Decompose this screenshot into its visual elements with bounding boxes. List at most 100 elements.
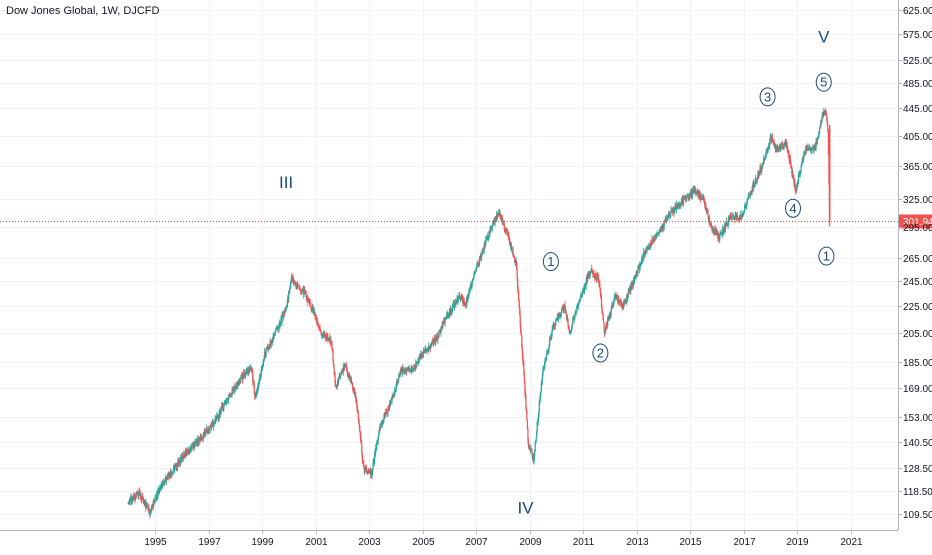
candle-body <box>669 213 672 214</box>
y-tick-label: 109.50 <box>903 510 932 521</box>
candle-body <box>749 192 751 197</box>
candle-body <box>141 498 143 500</box>
candle-body <box>767 148 769 150</box>
candle-body <box>506 232 508 234</box>
candle-body <box>430 345 432 349</box>
candle-body <box>387 407 389 414</box>
candle-body <box>703 196 705 201</box>
candle-body <box>523 373 525 382</box>
candle-body <box>647 248 649 250</box>
candle-body <box>318 326 320 329</box>
candle-body <box>684 197 686 199</box>
candle-body <box>307 296 309 303</box>
candle-body <box>537 421 539 423</box>
candle-body <box>270 340 272 345</box>
candle-body <box>398 374 400 380</box>
candle-body <box>526 420 529 430</box>
candle-body <box>286 302 288 307</box>
candle-body <box>409 368 411 370</box>
y-tick-label: 485.00 <box>903 79 932 90</box>
candle-body <box>627 297 629 300</box>
candle-body <box>342 367 344 373</box>
candle-body <box>219 411 221 416</box>
candle-body <box>616 295 618 297</box>
y-tick-label: 575.00 <box>903 30 932 41</box>
candle-body <box>142 497 144 502</box>
candle-body <box>242 377 244 380</box>
candle-body <box>359 431 361 436</box>
candle-body <box>308 300 310 302</box>
candle-body <box>234 388 236 391</box>
candle-body <box>358 421 360 426</box>
candle-body <box>560 313 562 316</box>
candle-body <box>483 249 485 251</box>
candle-body <box>399 375 401 377</box>
candle-body <box>331 349 334 351</box>
candle-body <box>213 425 215 427</box>
candle-body <box>789 157 791 164</box>
candle-body <box>264 352 266 357</box>
candle-body <box>697 191 699 195</box>
candle-body <box>561 308 563 312</box>
candle-body <box>590 271 592 273</box>
candle-body <box>150 508 152 511</box>
candle-body <box>384 412 387 416</box>
candle-body <box>783 147 785 149</box>
candle-body <box>240 377 242 381</box>
candle-body <box>527 429 529 441</box>
candle-body <box>362 459 364 464</box>
candle-body <box>172 471 174 474</box>
candle-body <box>320 332 322 336</box>
wave-label: 5 <box>820 75 827 90</box>
candle-body <box>607 318 609 320</box>
candle-body <box>806 146 808 151</box>
candle-body <box>582 289 584 292</box>
candle-body <box>571 324 573 327</box>
candle-body <box>542 368 544 370</box>
candle-body <box>802 158 804 162</box>
candle-body <box>502 222 504 224</box>
candle-body <box>487 236 489 239</box>
candle-body <box>748 195 750 197</box>
candle-body <box>726 225 729 227</box>
candle-body <box>800 166 802 171</box>
candle-body <box>166 476 168 480</box>
candle-body <box>733 216 735 218</box>
candle-body <box>606 325 608 327</box>
candle-body <box>250 368 252 371</box>
candle-body <box>261 366 263 368</box>
candle-body <box>737 217 739 220</box>
candle-body <box>649 243 651 246</box>
candle-body <box>204 431 206 434</box>
candle-body <box>786 145 788 150</box>
candle-body <box>747 199 749 201</box>
candle-body <box>626 294 628 300</box>
candle-body <box>610 307 612 312</box>
candle-body <box>381 423 383 425</box>
candle-body <box>746 200 748 205</box>
candle-body <box>489 230 491 234</box>
candle-body <box>440 327 442 334</box>
candle-body <box>292 278 294 284</box>
candle-body <box>347 373 350 378</box>
candle-body <box>627 290 629 298</box>
candle-body <box>137 493 140 496</box>
candle-body <box>827 132 829 154</box>
candle-body <box>182 455 184 460</box>
candle-body <box>570 331 572 333</box>
wave-label-circle <box>542 252 559 272</box>
candle-body <box>279 321 282 326</box>
candle-body <box>162 481 164 486</box>
candle-body <box>592 272 594 275</box>
candle-body <box>797 182 799 183</box>
candle-body <box>211 422 213 427</box>
candle-body <box>447 314 449 319</box>
candle-body <box>536 431 538 438</box>
candle-body <box>597 275 599 278</box>
candle-body <box>686 196 688 199</box>
candle-body <box>809 149 811 151</box>
candle-body <box>305 293 307 299</box>
candle-body <box>658 232 660 234</box>
candle-body <box>828 128 831 221</box>
candle-body <box>534 451 536 456</box>
